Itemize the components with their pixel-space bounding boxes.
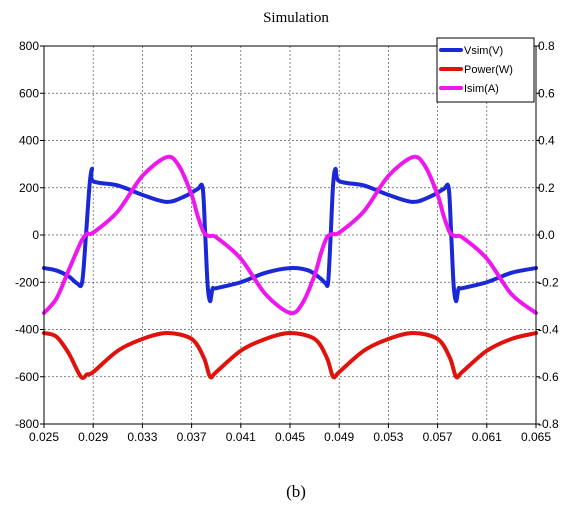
y-right-tick-label: -0.8 [538, 417, 559, 431]
y-right-tick-label: 0.0 [538, 228, 555, 242]
series-line-vsim-v [42, 166, 538, 304]
y-left-tick-label: -400 [15, 323, 39, 337]
chart-title: Simulation [263, 10, 329, 26]
legend-label-vsim-v: Vsim(V) [464, 45, 503, 57]
x-tick-label: 0.029 [78, 430, 108, 444]
x-tick-label: 0.065 [521, 430, 551, 444]
series-layer [42, 154, 538, 380]
y-left-tick-label: 600 [19, 86, 39, 100]
x-tick-label: 0.053 [373, 430, 403, 444]
x-tick-label: 0.049 [324, 430, 354, 444]
y-left-tick-label: 0 [32, 228, 39, 242]
x-tick-label: 0.025 [29, 430, 59, 444]
legend-label-power-w: Power(W) [464, 64, 513, 76]
x-tick-label: 0.033 [127, 430, 157, 444]
y-right-tick-label: 0.6 [538, 86, 555, 100]
y-right-tick-label: -0.2 [538, 275, 559, 289]
y-left-tick-label: 800 [19, 39, 39, 53]
x-tick-label: 0.061 [472, 430, 502, 444]
legend-label-isim-a: Isim(A) [464, 83, 499, 95]
series-line-power-w [42, 331, 538, 380]
y-left-tick-label: -600 [15, 370, 39, 384]
y-right-tick-label: 0.8 [538, 39, 555, 53]
y-left-tick-label: 200 [19, 181, 39, 195]
x-tick-label: 0.057 [423, 430, 453, 444]
figure-caption: (b) [286, 482, 306, 501]
y-left-tick-label: 400 [19, 134, 39, 148]
series-line-isim-a [42, 154, 538, 316]
y-right-tick-label: 0.2 [538, 181, 555, 195]
x-tick-label: 0.037 [177, 430, 207, 444]
y-left-tick-label: -800 [15, 417, 39, 431]
axis-ticks: 0.025 0.029 0.033 0.037 0.041 0.045 0.049 0.053… [15, 39, 559, 444]
y-right-tick-label: 0.4 [538, 134, 555, 148]
y-right-tick-label: -0.4 [538, 323, 559, 337]
y-left-tick-label: -200 [15, 275, 39, 289]
x-tick-label: 0.041 [226, 430, 256, 444]
x-tick-label: 0.045 [275, 430, 305, 444]
y-right-tick-label: -0.6 [538, 370, 559, 384]
legend: Vsim(V) Power(W) Isim(A) [436, 37, 535, 103]
